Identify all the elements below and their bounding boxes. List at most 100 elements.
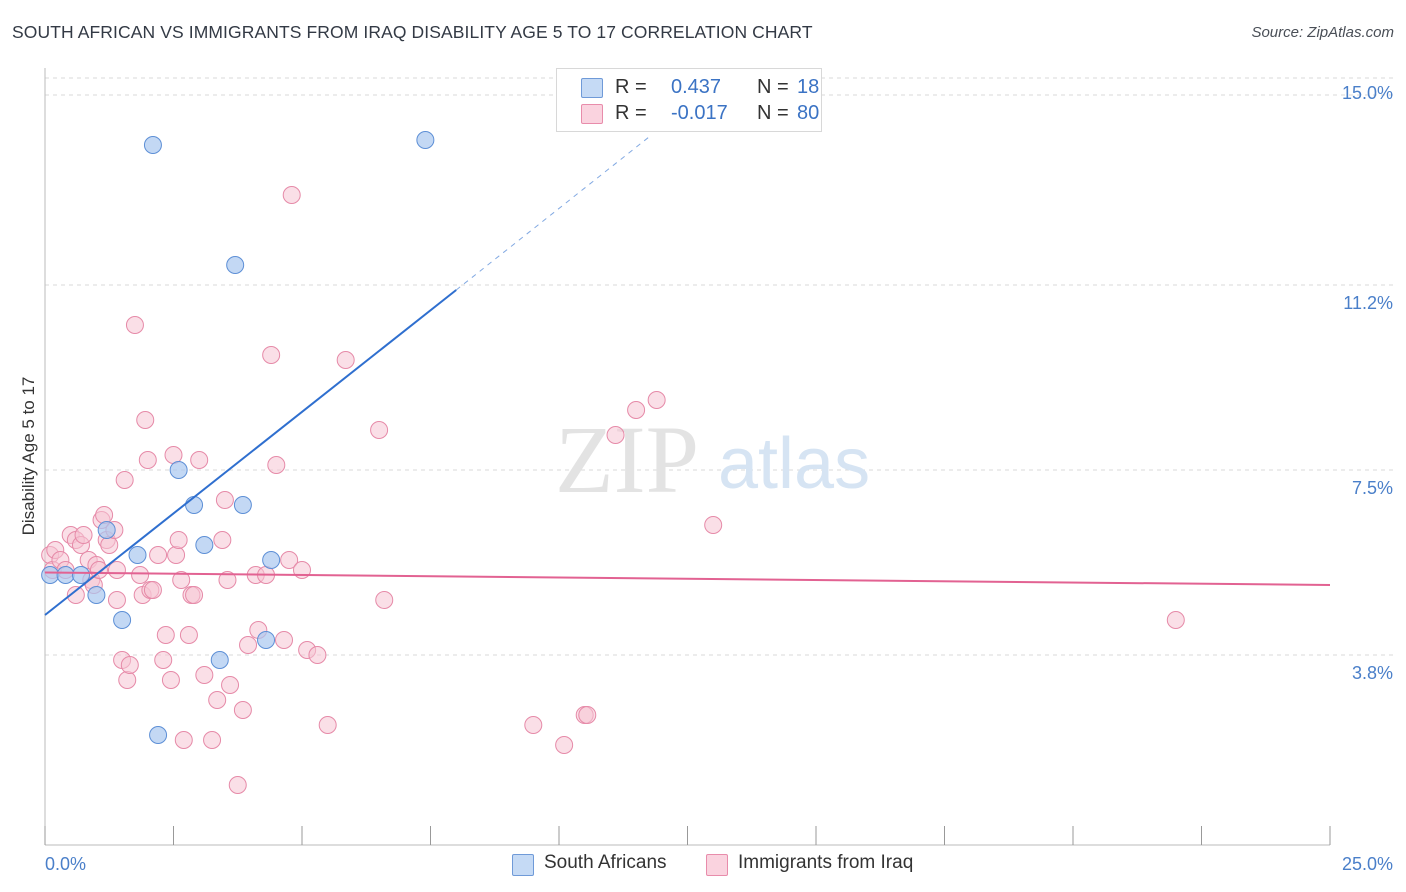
- grid-layer: [45, 77, 1395, 656]
- source-label: Source: ZipAtlas.com: [1251, 24, 1394, 41]
- iraq-trend-line: [44, 571, 1331, 586]
- iraq-point: [185, 586, 204, 604]
- iraq-point: [143, 581, 162, 599]
- iraq-point: [107, 561, 126, 579]
- iraq-point: [74, 526, 93, 544]
- n-label: N =: [757, 102, 789, 124]
- r-label: R =: [615, 102, 647, 124]
- blue-swatch: [512, 854, 534, 876]
- south-africans-point: [226, 256, 245, 274]
- iraq-point: [308, 646, 327, 664]
- iraq-point: [280, 551, 299, 569]
- iraq-point: [282, 186, 301, 204]
- iraq-point: [228, 776, 247, 794]
- iraq-point: [215, 491, 234, 509]
- n-value: 18: [797, 76, 820, 98]
- iraq-point: [267, 456, 286, 474]
- iraq-point: [131, 566, 150, 584]
- iraq-point: [164, 446, 183, 464]
- y-tick-label: 15.0%: [1342, 83, 1393, 103]
- south-africans-point: [262, 551, 281, 569]
- y-tick-label: 11.2%: [1343, 293, 1393, 313]
- south-africans-trend-line: [44, 289, 457, 616]
- y-axis-label: Disability Age 5 to 17: [19, 377, 38, 536]
- iraq-point: [647, 391, 666, 409]
- y-tick-label: 7.5%: [1352, 478, 1393, 498]
- iraq-point: [120, 656, 139, 674]
- south-africans-point: [56, 566, 75, 584]
- south-africans-point: [416, 131, 435, 149]
- iraq-point: [555, 736, 574, 754]
- iraq-point: [606, 426, 625, 444]
- iraq-point: [336, 351, 355, 369]
- trend-layer: [44, 134, 1331, 616]
- iraq-point: [370, 421, 389, 439]
- x-tick-label: 0.0%: [45, 854, 86, 874]
- watermark-atlas: atlas: [718, 424, 870, 504]
- south-africans-point: [169, 461, 188, 479]
- iraq-point: [95, 506, 114, 524]
- iraq-point: [174, 731, 193, 749]
- chart-title: SOUTH AFRICAN VS IMMIGRANTS FROM IRAQ DI…: [12, 22, 813, 42]
- iraq-point: [138, 451, 157, 469]
- south-africans-point: [149, 726, 168, 744]
- x-tick-label: 25.0%: [1342, 854, 1393, 874]
- iraq-point: [218, 571, 237, 589]
- south-africans-point: [71, 566, 90, 584]
- iraq-point: [375, 591, 394, 609]
- iraq-point: [262, 346, 281, 364]
- south-africans-point: [210, 651, 229, 669]
- iraq-point: [136, 411, 155, 429]
- iraq-point: [208, 691, 227, 709]
- pink-swatch: [706, 854, 728, 876]
- iraq-point: [154, 651, 173, 669]
- y-tick-label: 3.8%: [1352, 663, 1393, 683]
- south-africans-points: [41, 131, 435, 744]
- legend-label: Immigrants from Iraq: [738, 852, 914, 873]
- iraq-point: [578, 706, 597, 724]
- south-africans-point: [143, 136, 162, 154]
- iraq-point: [172, 571, 191, 589]
- iraq-point: [161, 671, 180, 689]
- legend-label: South Africans: [544, 852, 667, 873]
- n-value: 80: [797, 102, 820, 124]
- south-africans-point: [97, 521, 116, 539]
- iraq-point: [1166, 611, 1185, 629]
- south-africans-point: [195, 536, 214, 554]
- iraq-point: [275, 631, 294, 649]
- iraq-point: [156, 626, 175, 644]
- iraq-point: [107, 591, 126, 609]
- pink-swatch: [581, 104, 603, 124]
- south-africans-trend-extension: [455, 134, 652, 291]
- axis-layer: [44, 68, 1331, 846]
- iraq-point: [233, 701, 252, 719]
- iraq-point: [169, 531, 188, 549]
- blue-swatch: [581, 78, 603, 98]
- n-label: N =: [757, 76, 789, 98]
- label-layer: 3.8% 7.5% 11.2% 15.0% 0.0% 25.0%: [45, 83, 1393, 874]
- correlation-legend: R = 0.437 N = 18 R = -0.017 N = 80: [556, 68, 822, 132]
- iraq-point: [167, 546, 186, 564]
- south-africans-point: [128, 546, 147, 564]
- iraq-point: [149, 546, 168, 564]
- r-label: R =: [615, 76, 647, 98]
- iraq-point: [704, 516, 723, 534]
- iraq-point: [195, 666, 214, 684]
- south-africans-point: [233, 496, 252, 514]
- south-africans-point: [87, 586, 106, 604]
- iraq-point: [213, 531, 232, 549]
- iraq-point: [115, 471, 134, 489]
- iraq-point: [203, 731, 222, 749]
- iraq-point: [239, 636, 258, 654]
- r-value: 0.437: [671, 76, 722, 98]
- watermark-zip: ZIP: [555, 406, 699, 513]
- iraq-point: [100, 536, 119, 554]
- iraq-point: [89, 561, 108, 579]
- south-africans-point: [113, 611, 132, 629]
- south-africans-point: [185, 496, 204, 514]
- iraq-point: [118, 671, 137, 689]
- iraq-point: [190, 451, 209, 469]
- iraq-point: [125, 316, 144, 334]
- iraq-point: [318, 716, 337, 734]
